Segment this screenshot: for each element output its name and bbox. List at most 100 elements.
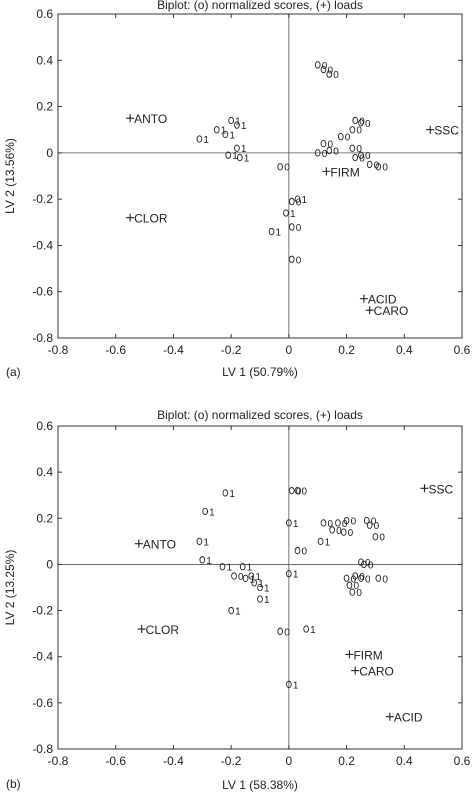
x-tick-label: 0 (286, 343, 293, 357)
load-marker (134, 539, 143, 548)
y-tick-label: -0.6 (32, 285, 53, 299)
x-tick-label: -0.6 (105, 343, 126, 357)
score-label: 0 (379, 533, 385, 544)
score-label: 0 (342, 519, 348, 530)
score-label: 0 (351, 574, 357, 585)
score-marker (222, 130, 229, 138)
x-tick-label: -0.8 (48, 343, 69, 357)
chart-panel-a: -0.8 -0.6 -0.4 -0.2 0 0.2 0.4 0.6 0.6 0.4 0.2 0 -0.2… (3, 0, 471, 379)
x-tick-label: -0.2 (221, 343, 242, 357)
score-label: 0 (365, 119, 371, 130)
score-marker (343, 516, 350, 525)
score-label: 0 (365, 151, 371, 162)
score-label: 0 (238, 572, 244, 583)
y-tick-label: 0.4 (36, 53, 53, 67)
score-marker (236, 153, 243, 162)
score-marker (372, 533, 379, 541)
chart-title: Biplot: (o) normalized scores, (+) loads (157, 0, 363, 12)
score-point: 0 (326, 70, 339, 81)
score-label: 1 (325, 537, 331, 548)
x-tick-label: -0.4 (163, 754, 184, 768)
load-label: CLOR (146, 623, 180, 637)
x-axis-label: LV 1 (58.38%) (222, 778, 298, 792)
y-tick-label: 0.6 (36, 419, 53, 433)
score-label: 0 (359, 572, 365, 583)
score-marker (277, 163, 284, 171)
score-label: 1 (241, 121, 247, 132)
score-marker (286, 680, 292, 689)
score-marker (349, 588, 356, 596)
score-marker (288, 255, 295, 263)
score-point: 0 (349, 126, 362, 137)
score-label: 1 (293, 519, 299, 530)
score-label: 0 (348, 528, 354, 539)
score-marker (248, 572, 255, 580)
score-label: 0 (302, 547, 308, 558)
score-marker (320, 65, 327, 74)
score-marker (314, 149, 321, 157)
score-label: 0 (296, 223, 302, 234)
score-marker (294, 486, 301, 495)
score-point: 1 (234, 144, 247, 155)
load-label: CARO (359, 665, 394, 679)
score-label: 0 (296, 197, 302, 208)
score-label: 0 (333, 147, 339, 158)
score-point: 0 (358, 151, 371, 162)
score-point: 1 (196, 537, 209, 548)
score-marker (257, 583, 263, 592)
score-point: 1 (234, 121, 247, 132)
score-marker (196, 537, 203, 546)
score-point: 0 (349, 588, 362, 599)
panel-label: (b) (6, 777, 21, 791)
y-tick-label: -0.2 (32, 604, 53, 618)
load-label: SSC (428, 482, 453, 496)
load-point: ANTO (134, 538, 176, 552)
load-label: ACID (394, 711, 423, 725)
y-tick-label: 0.6 (36, 7, 53, 21)
score-label: 0 (336, 526, 342, 537)
y-tick-label: -0.8 (32, 331, 53, 345)
x-tick-label: 0.6 (454, 754, 471, 768)
score-label: 0 (327, 519, 333, 530)
score-label: 0 (365, 574, 371, 585)
score-point: 0 (288, 487, 302, 498)
score-point: 1 (294, 195, 308, 206)
score-point: 0 (314, 149, 328, 160)
load-point: CARO (365, 304, 408, 318)
load-label: ACID (368, 293, 397, 307)
load-point: SSC (420, 482, 453, 496)
score-label: 0 (374, 160, 380, 171)
score-point: 0 (277, 163, 290, 174)
score-label: 0 (368, 560, 374, 571)
panel-label: (a) (6, 365, 21, 379)
x-axis-label: LV 1 (50.79%) (222, 365, 298, 379)
score-label: 0 (382, 574, 388, 585)
score-label: 1 (250, 574, 256, 585)
score-marker (277, 627, 284, 635)
score-marker (251, 579, 258, 587)
score-label: 0 (322, 149, 328, 160)
score-marker (317, 537, 324, 546)
score-marker (349, 144, 356, 152)
score-point: 0 (358, 558, 371, 569)
score-point: 1 (239, 563, 253, 574)
score-label: 0 (345, 133, 351, 144)
score-marker (343, 574, 350, 582)
load-label: ANTO (143, 538, 176, 552)
plot-frame (57, 425, 463, 750)
score-point: 0 (346, 581, 359, 592)
score-marker (340, 528, 347, 536)
score-marker (222, 489, 229, 497)
load-label: SSC (434, 124, 459, 138)
score-marker (352, 572, 359, 580)
score-marker (294, 546, 301, 555)
score-label: 0 (382, 163, 388, 174)
score-marker (242, 574, 249, 582)
score-label: 0 (302, 487, 308, 498)
y-tick-label: 0.2 (36, 511, 53, 525)
score-marker (268, 227, 275, 236)
x-tick-label: -0.4 (163, 343, 184, 357)
score-label: 1 (206, 556, 212, 567)
score-point: 0 (358, 574, 371, 585)
score-label: 1 (247, 563, 253, 574)
